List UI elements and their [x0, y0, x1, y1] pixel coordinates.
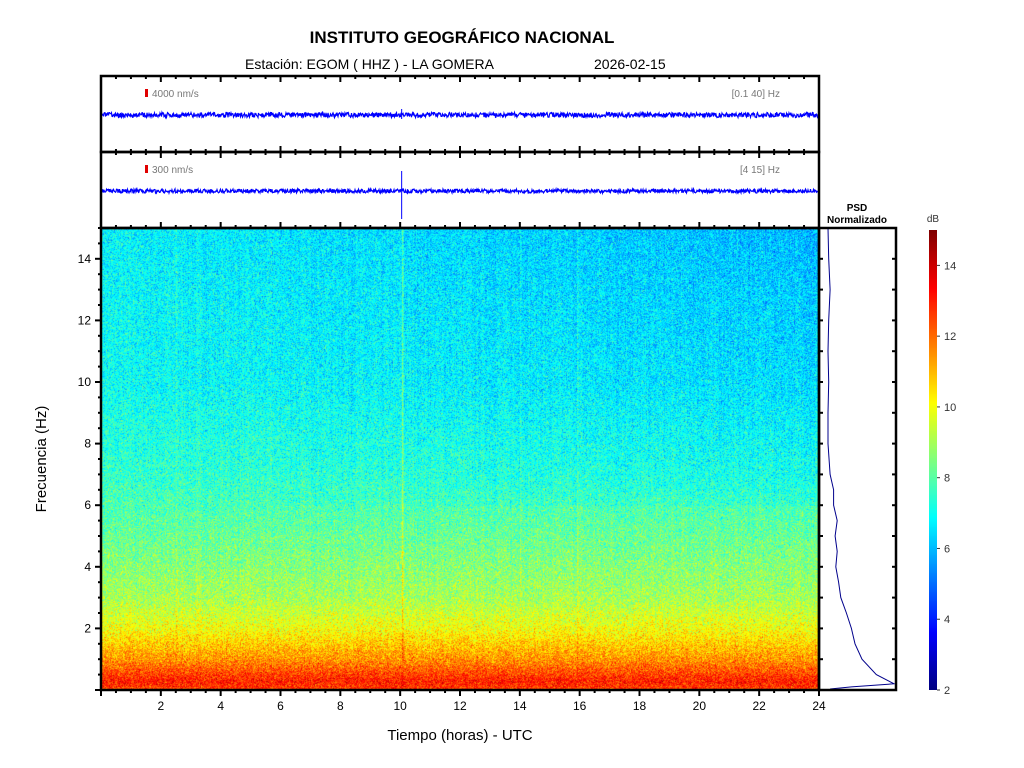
colorbar-label: dB [927, 214, 940, 225]
y-tick-label: 6 [84, 498, 91, 512]
x-tick-label: 8 [337, 699, 344, 713]
colorbar-tick-label: 2 [944, 685, 950, 697]
x-tick-label: 12 [453, 699, 467, 713]
date-label: 2026-02-15 [594, 56, 666, 72]
scale-bar-1 [145, 89, 148, 97]
y-axis-label: Frecuencia (Hz) [33, 406, 50, 513]
scale-label-1: 4000 nm/s [152, 89, 199, 100]
spectrogram-image [101, 228, 819, 690]
x-tick-label: 4 [217, 699, 224, 713]
seismic-trace-1 [100, 110, 820, 120]
station-label: Estación: EGOM ( HHZ ) - LA GOMERA [245, 56, 494, 72]
y-tick-label: 14 [78, 252, 92, 266]
colorbar-tick-label: 14 [944, 260, 956, 272]
y-tick-label: 4 [84, 560, 91, 574]
colorbar-tick-label: 6 [944, 543, 950, 555]
colorbar-tick-label: 4 [944, 614, 950, 626]
colorbar [929, 230, 937, 690]
scale-label-2: 300 nm/s [152, 165, 193, 176]
x-tick-label: 2 [157, 699, 164, 713]
chart-title: INSTITUTO GEOGRÁFICO NACIONAL [309, 28, 615, 47]
colorbar-tick-label: 8 [944, 473, 950, 485]
scale-bar-2 [145, 165, 148, 173]
x-tick-label: 24 [812, 699, 826, 713]
colorbar-tick-label: 12 [944, 331, 956, 343]
x-tick-label: 14 [513, 699, 527, 713]
psd-subtitle: Normalizado [827, 215, 887, 226]
seismic-trace-2 [100, 186, 820, 196]
psd-frame [817, 226, 898, 692]
x-tick-label: 6 [277, 699, 284, 713]
psd-title: PSD [847, 203, 868, 214]
y-tick-label: 10 [78, 375, 92, 389]
x-axis-label: Tiempo (horas) - UTC [387, 727, 532, 744]
x-tick-label: 22 [752, 699, 766, 713]
x-tick-label: 16 [573, 699, 587, 713]
y-tick-label: 12 [78, 313, 92, 327]
x-tick-label: 10 [393, 699, 407, 713]
band-label-1: [0.1 40] Hz [732, 89, 780, 100]
x-tick-label: 20 [693, 699, 707, 713]
band-label-2: [4 15] Hz [740, 165, 780, 176]
colorbar-tick-label: 10 [944, 402, 956, 414]
psd-curve [827, 227, 896, 690]
y-tick-label: 2 [84, 621, 91, 635]
x-tick-label: 18 [633, 699, 647, 713]
y-tick-label: 8 [84, 437, 91, 451]
spectrogram-frame [99, 226, 821, 692]
